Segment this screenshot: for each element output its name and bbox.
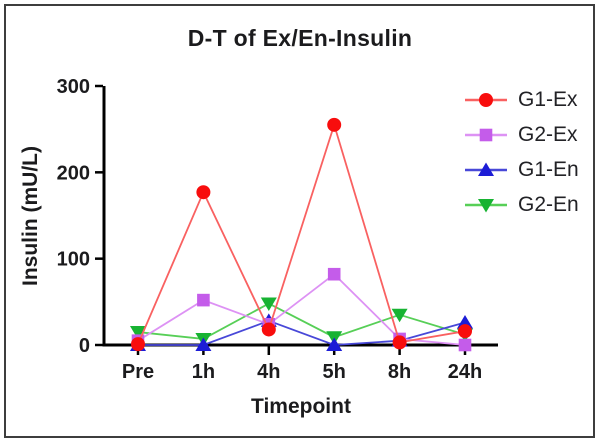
y-tick-label: 300 (57, 76, 90, 98)
legend-item-g2-en: G2-En (463, 193, 579, 217)
g1-ex-circle-icon (465, 93, 507, 107)
series-g1-ex-point-4h (261, 322, 276, 337)
x-tick-label: 1h (192, 361, 215, 383)
x-tick-label: Pre (122, 361, 154, 383)
x-tick-label: 24h (448, 361, 482, 383)
series-g1-en-point-5h (326, 337, 343, 351)
legend-item-g1-en: G1-En (463, 158, 579, 182)
y-tick-label: 200 (57, 162, 90, 184)
series-g1-ex-point-24h (458, 324, 472, 339)
series-g1-ex-point-Pre (131, 337, 145, 352)
g2-ex-square-icon (465, 128, 507, 142)
series-g2-ex-point-24h (458, 338, 472, 352)
y-tick-label: 100 (57, 249, 90, 271)
legend-label: G2-Ex (518, 123, 578, 146)
x-tick-label: 8h (388, 361, 411, 383)
series-g2-en-line (137, 302, 466, 340)
y-axis-label: Insulin (mU/L) (19, 146, 42, 286)
legend-item-g1-ex: G1-Ex (463, 88, 579, 112)
series-g1-en-point-1h (195, 337, 212, 351)
x-tick-label: 5h (323, 361, 346, 383)
series-g2-en-point-8h (391, 308, 408, 323)
series-g2-ex-point-5h (327, 267, 341, 281)
legend-label: G1-Ex (518, 88, 578, 111)
series-g1-ex-line (137, 121, 466, 345)
legend-key-marker (478, 162, 494, 176)
series-g1-ex-point-5h (327, 117, 342, 132)
legend-label: G2-En (518, 193, 579, 216)
g2-en-triangle-down-icon (465, 199, 507, 213)
series-g1-ex-point-8h (392, 335, 407, 350)
legend-key-marker (478, 199, 494, 213)
x-axis-label: Timepoint (251, 395, 351, 418)
legend-key-marker (479, 128, 493, 142)
y-tick-label: 0 (79, 335, 90, 357)
series-g2-en-point-4h (260, 297, 277, 312)
legend-key-marker (479, 93, 493, 107)
series-g2-ex-point-1h (197, 293, 210, 307)
series-g2-ex-line (137, 273, 466, 346)
g1-en-triangle-up-icon (465, 162, 507, 176)
series-g1-ex-point-1h (196, 185, 211, 200)
chart-title: D-T of Ex/En-Insulin (187, 25, 413, 51)
legend-label: G1-En (518, 158, 579, 181)
x-tick-label: 4h (257, 361, 280, 383)
legend: G1-Ex G2-Ex G1-En G2-En (463, 88, 579, 228)
legend-item-g2-ex: G2-Ex (463, 123, 579, 147)
series-g1-en-point-24h (457, 315, 473, 329)
series-g2-en-point-Pre (130, 326, 146, 340)
series-g1-en-line (138, 319, 466, 346)
